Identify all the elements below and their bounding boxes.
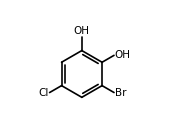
Text: Cl: Cl (39, 87, 49, 98)
Text: Br: Br (115, 87, 126, 98)
Text: OH: OH (115, 50, 131, 60)
Text: OH: OH (74, 26, 90, 36)
